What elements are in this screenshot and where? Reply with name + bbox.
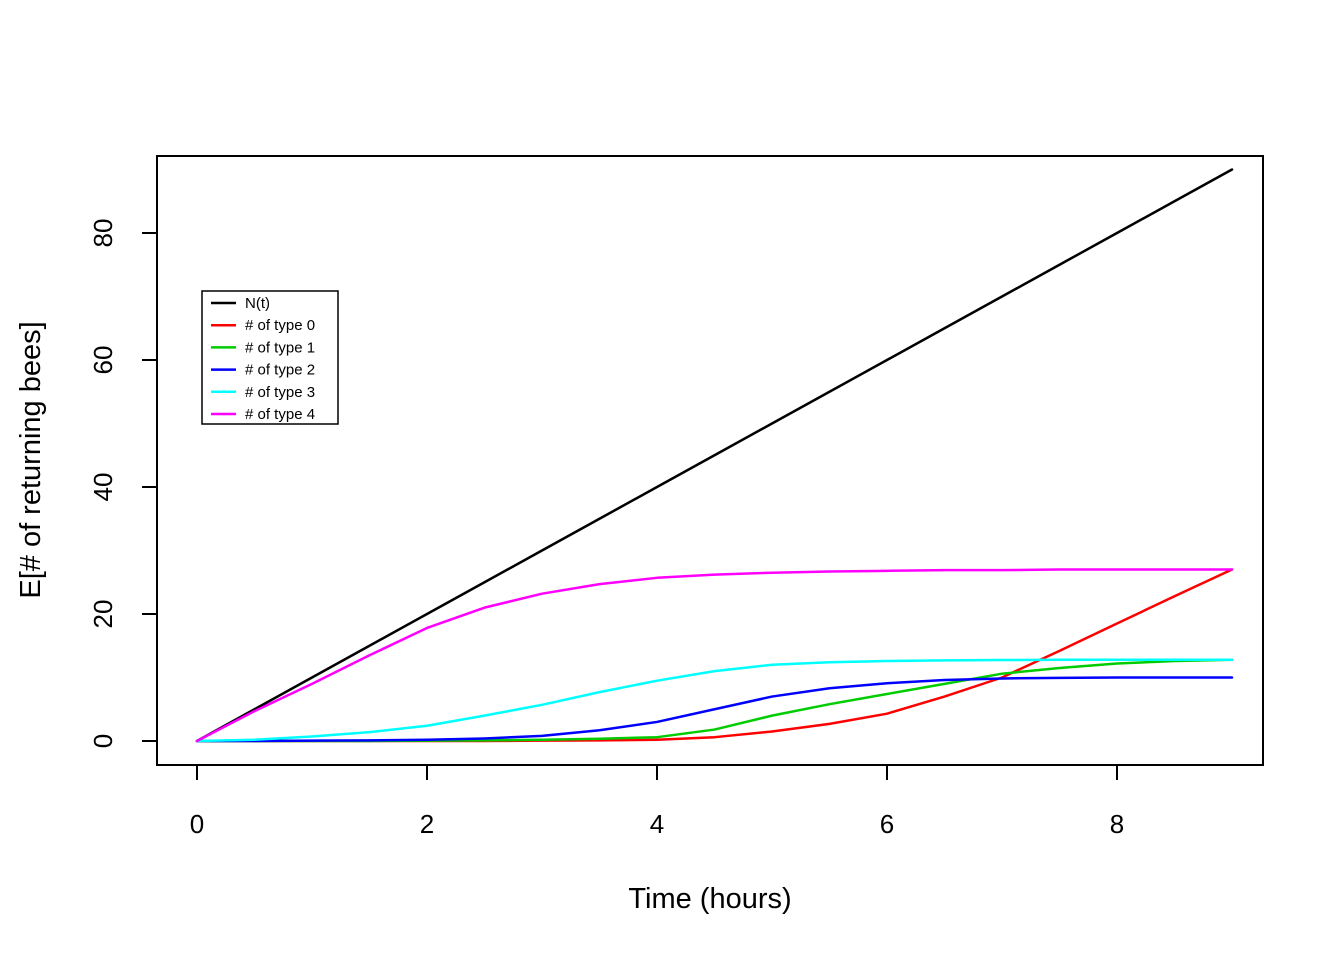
legend-entries: N(t) # of type 0 # of type 1 # of type 2 # o… xyxy=(211,295,315,423)
series-line-of-type-2 xyxy=(195,676,1234,743)
legend-box xyxy=(201,290,339,425)
x-tick-label: 2 xyxy=(420,809,434,839)
series-line-n-t xyxy=(195,168,1234,743)
y-axis-title: E[# of returning bees] xyxy=(15,321,47,598)
legend-label: N(t) xyxy=(245,295,270,312)
x-tick-label: 0 xyxy=(190,809,204,839)
y-tick-label: 0 xyxy=(88,734,118,748)
series-line-of-type-4 xyxy=(195,568,1234,743)
legend: N(t) # of type 0 # of type 1 # of type 2 # o… xyxy=(201,290,339,425)
y-tick-label: 60 xyxy=(88,346,118,375)
legend-item: N(t) xyxy=(211,295,270,312)
legend-item: # of type 1 xyxy=(211,339,315,356)
legend-label: # of type 3 xyxy=(245,384,315,401)
legend-label: # of type 4 xyxy=(245,406,315,423)
y-tick-label: 40 xyxy=(88,473,118,502)
legend-item: # of type 4 xyxy=(211,406,315,423)
legend-item: # of type 2 xyxy=(211,362,315,379)
legend-label: # of type 0 xyxy=(245,317,315,334)
x-axis-title: Time (hours) xyxy=(628,883,791,915)
x-tick-label: 6 xyxy=(880,809,894,839)
legend-label: # of type 1 xyxy=(245,339,315,356)
legend-item: # of type 0 xyxy=(211,317,315,334)
y-axis-ticks: 0 20 40 60 80 xyxy=(88,219,157,748)
legend-item: # of type 3 xyxy=(211,384,315,401)
x-axis-ticks: 0 2 4 6 8 xyxy=(190,765,1124,839)
plot-border xyxy=(156,155,1264,766)
series-line-of-type-3 xyxy=(195,658,1234,743)
series-lines xyxy=(195,168,1234,743)
legend-label: # of type 2 xyxy=(245,362,315,379)
x-tick-label: 4 xyxy=(650,809,664,839)
y-tick-label: 20 xyxy=(88,600,118,629)
y-tick-label: 80 xyxy=(88,219,118,248)
x-tick-label: 8 xyxy=(1110,809,1124,839)
